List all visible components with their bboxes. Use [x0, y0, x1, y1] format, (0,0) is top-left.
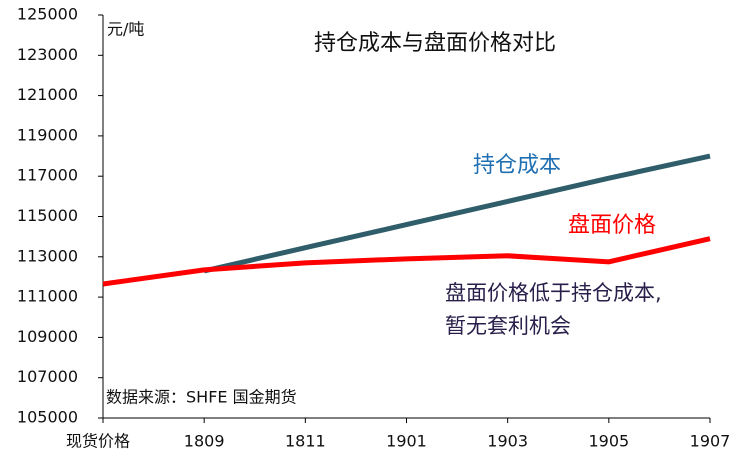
series-line — [203, 153, 711, 274]
annotation: 暂无套利机会 — [445, 314, 571, 338]
y-tick-label: 111000 — [17, 287, 78, 306]
x-tick-label: 现货价格 — [66, 432, 130, 451]
y-tick-label: 113000 — [17, 246, 78, 265]
x-tick-label: 1901 — [386, 432, 427, 451]
y-tick-label: 117000 — [17, 166, 78, 185]
series-label: 持仓成本 — [473, 153, 561, 178]
y-tick-label: 105000 — [17, 408, 78, 427]
y-tick-label: 123000 — [17, 45, 78, 64]
y-tick-label: 121000 — [17, 85, 78, 104]
y-tick-label: 119000 — [17, 125, 78, 144]
x-tick-label: 1905 — [588, 432, 629, 451]
y-tick-label: 109000 — [17, 327, 78, 346]
y-tick-label: 115000 — [17, 206, 78, 225]
x-tick-label: 1907 — [690, 432, 731, 451]
annotation: 盘面价格低于持仓成本, — [445, 281, 662, 305]
x-tick-label: 1811 — [285, 432, 326, 451]
x-tick-label: 1903 — [487, 432, 528, 451]
x-tick-label: 1809 — [184, 432, 225, 451]
y-tick-label: 107000 — [17, 367, 78, 386]
y-tick-label: 125000 — [17, 5, 78, 24]
source: 数据来源：SHFE 国金期货 — [106, 388, 297, 407]
chart-title: 持仓成本与盘面价格对比 — [314, 31, 556, 56]
series-line — [102, 236, 711, 287]
y-unit: 元/吨 — [107, 20, 144, 39]
series-label: 盘面价格 — [568, 213, 656, 238]
